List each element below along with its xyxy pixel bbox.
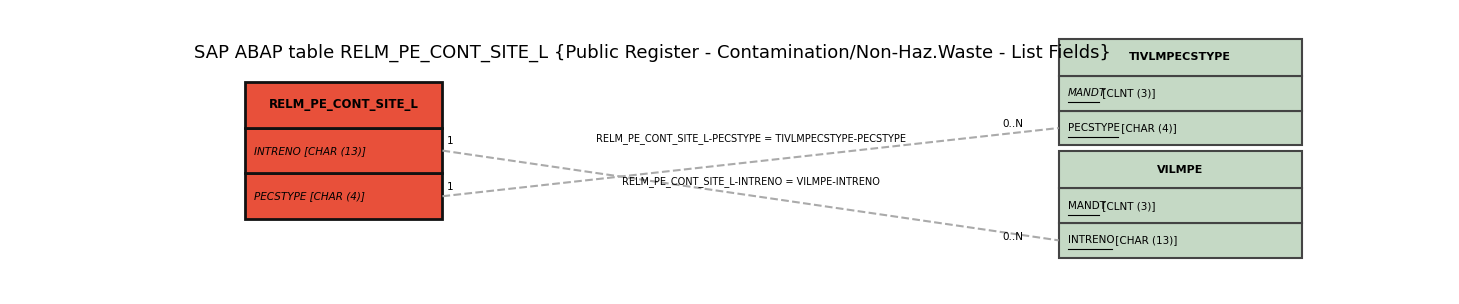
Bar xyxy=(1059,223,1301,258)
Text: [CLNT (3)]: [CLNT (3)] xyxy=(1100,201,1156,211)
Text: 1: 1 xyxy=(446,182,454,192)
Bar xyxy=(1059,188,1301,223)
Text: PECSTYPE: PECSTYPE xyxy=(1068,123,1119,133)
Bar xyxy=(1059,151,1301,188)
Text: INTRENO: INTRENO xyxy=(1068,235,1115,245)
Text: RELM_PE_CONT_SITE_L: RELM_PE_CONT_SITE_L xyxy=(268,98,419,112)
Text: [CLNT (3)]: [CLNT (3)] xyxy=(1100,88,1156,98)
Text: PECSTYPE [CHAR (4)]: PECSTYPE [CHAR (4)] xyxy=(254,191,365,201)
Text: [CHAR (13)]: [CHAR (13)] xyxy=(1112,235,1177,245)
Text: 0..N: 0..N xyxy=(1002,119,1023,130)
Bar xyxy=(1059,76,1301,111)
Text: VILMPE: VILMPE xyxy=(1157,165,1204,175)
Text: SAP ABAP table RELM_PE_CONT_SITE_L {Public Register - Contamination/Non-Haz.Wast: SAP ABAP table RELM_PE_CONT_SITE_L {Publ… xyxy=(194,43,1110,62)
Bar xyxy=(1059,111,1301,145)
Text: INTRENO [CHAR (13)]: INTRENO [CHAR (13)] xyxy=(254,146,366,156)
Text: TIVLMPECSTYPE: TIVLMPECSTYPE xyxy=(1129,52,1231,62)
Text: MANDT: MANDT xyxy=(1068,88,1106,98)
Text: RELM_PE_CONT_SITE_L-PECSTYPE = TIVLMPECSTYPE-PECSTYPE: RELM_PE_CONT_SITE_L-PECSTYPE = TIVLMPECS… xyxy=(595,133,906,144)
Bar xyxy=(1059,39,1301,76)
Bar xyxy=(245,173,442,219)
Text: 0..N: 0..N xyxy=(1002,232,1023,242)
Bar xyxy=(245,82,442,128)
Text: [CHAR (4)]: [CHAR (4)] xyxy=(1119,123,1177,133)
Text: RELM_PE_CONT_SITE_L-INTRENO = VILMPE-INTRENO: RELM_PE_CONT_SITE_L-INTRENO = VILMPE-INT… xyxy=(622,176,880,187)
Text: 1: 1 xyxy=(446,136,454,146)
Text: MANDT: MANDT xyxy=(1068,201,1106,211)
Bar xyxy=(245,128,442,173)
